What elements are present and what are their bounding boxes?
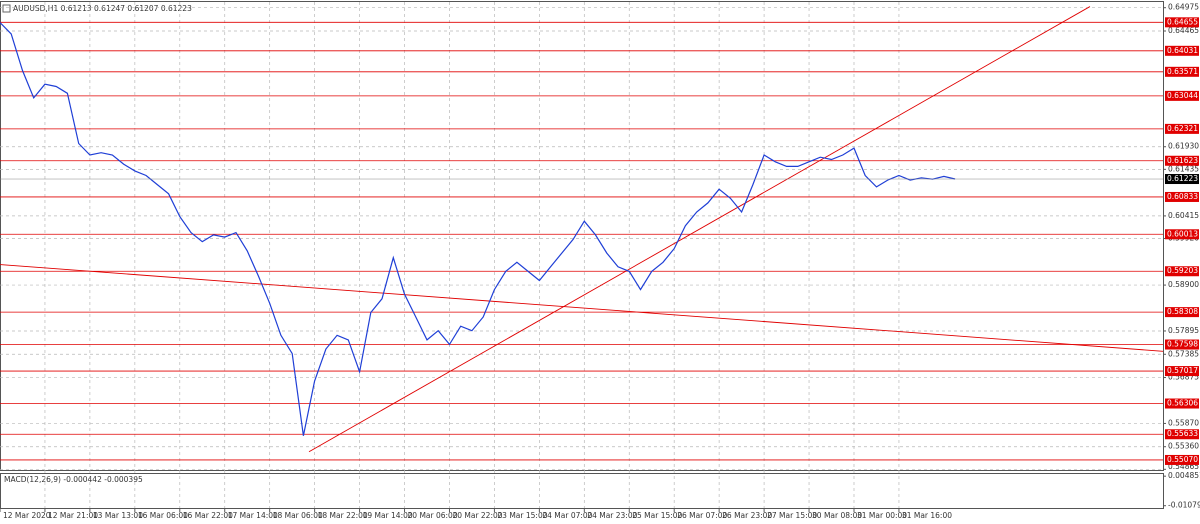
x-tick-label: 16 Mar 06:00 bbox=[138, 511, 188, 520]
level-label: 0.59203 bbox=[1167, 266, 1198, 275]
x-tick-label: 17 Mar 14:00 bbox=[228, 511, 278, 520]
x-tick-label: 12 Mar 21:00 bbox=[48, 511, 98, 520]
macd-value: -0.000442 bbox=[63, 475, 102, 484]
level-box bbox=[1165, 191, 1199, 202]
x-tick-label: 27 Mar 15:00 bbox=[767, 511, 817, 520]
level-box bbox=[1165, 366, 1199, 377]
x-tick-label: 20 Mar 22:00 bbox=[452, 511, 502, 520]
level-box bbox=[1165, 123, 1199, 134]
level-box bbox=[1165, 339, 1199, 350]
x-tick-label: 18 Mar 06:00 bbox=[273, 511, 323, 520]
level-label: 0.63044 bbox=[1167, 91, 1198, 100]
x-tick-label: 25 Mar 15:00 bbox=[632, 511, 682, 520]
level-label: 0.62321 bbox=[1167, 124, 1198, 133]
x-tick-label: 31 Mar 00:00 bbox=[857, 511, 907, 520]
level-label: 0.55633 bbox=[1167, 429, 1198, 438]
chart-header: AUDUSD,H1 0.61213 0.61247 0.61207 0.6122… bbox=[13, 4, 192, 13]
x-tick-label: 16 Mar 22:00 bbox=[183, 511, 233, 520]
level-box bbox=[1165, 429, 1199, 440]
x-tick-label: 24 Mar 07:00 bbox=[542, 511, 592, 520]
symbol-icon bbox=[2, 4, 11, 13]
level-label: 0.64031 bbox=[1167, 46, 1198, 55]
y-tick-label: 0.64465 bbox=[1168, 26, 1199, 35]
level-box bbox=[1165, 398, 1199, 409]
open: 0.61213 bbox=[61, 4, 92, 13]
level-label: 0.57598 bbox=[1167, 340, 1198, 349]
y-tick-label: 0.57895 bbox=[1168, 326, 1199, 335]
level-box bbox=[1165, 229, 1199, 240]
y-tick-label: 0.61930 bbox=[1168, 142, 1199, 151]
trendline bbox=[0, 264, 1164, 352]
level-box bbox=[1165, 307, 1199, 318]
level-label: 0.55070 bbox=[1167, 455, 1198, 464]
y-tick-label: 0.55360 bbox=[1168, 442, 1199, 451]
x-tick-label: 23 Mar 15:00 bbox=[497, 511, 547, 520]
level-label: 0.56306 bbox=[1167, 399, 1198, 408]
main-panel bbox=[0, 1, 1164, 471]
level-label: 0.57017 bbox=[1167, 366, 1198, 375]
y-tick-label: 0.61435 bbox=[1168, 164, 1199, 173]
macd-header: MACD(12,26,9) -0.000442 -0.000395 bbox=[4, 475, 143, 484]
y-tick-label: 0.56875 bbox=[1168, 373, 1199, 382]
macd-tick-label: 0.004851 bbox=[1168, 471, 1200, 480]
x-tick-label: 13 Mar 13:00 bbox=[93, 511, 143, 520]
macd-tick-label: -0.01079 bbox=[1168, 501, 1200, 510]
x-tick-label: 19 Mar 14:00 bbox=[363, 511, 413, 520]
y-tick-label: 0.55870 bbox=[1168, 418, 1199, 427]
macd-signal: -0.000395 bbox=[104, 475, 143, 484]
level-label: 0.58308 bbox=[1167, 307, 1198, 316]
x-tick-label: 31 Mar 16:00 bbox=[902, 511, 952, 520]
level-box bbox=[1165, 17, 1199, 28]
macd-name: MACD(12,26,9) bbox=[4, 475, 61, 484]
x-tick-label: 20 Mar 06:00 bbox=[408, 511, 458, 520]
level-box bbox=[1165, 90, 1199, 101]
x-tick-label: 30 Mar 08:00 bbox=[812, 511, 862, 520]
macd-panel bbox=[0, 473, 1164, 509]
last-price-label: 0.61223 bbox=[1167, 174, 1198, 183]
level-box bbox=[1165, 45, 1199, 56]
high: 0.61247 bbox=[94, 4, 125, 13]
x-tick-label: 26 Mar 23:00 bbox=[722, 511, 772, 520]
low: 0.61207 bbox=[127, 4, 158, 13]
y-tick-label: 0.64975 bbox=[1168, 3, 1199, 12]
x-tick-label: 12 Mar 2020 bbox=[3, 511, 51, 520]
level-label: 0.64655 bbox=[1167, 17, 1198, 26]
level-label: 0.61623 bbox=[1167, 156, 1198, 165]
y-tick-label: 0.57385 bbox=[1168, 349, 1199, 358]
level-box bbox=[1165, 66, 1199, 77]
level-box bbox=[1165, 266, 1199, 277]
level-label: 0.60833 bbox=[1167, 192, 1198, 201]
close: 0.61223 bbox=[161, 4, 192, 13]
y-tick-label: 0.54865 bbox=[1168, 462, 1199, 471]
x-tick-label: 18 Mar 22:00 bbox=[318, 511, 368, 520]
x-tick-label: 26 Mar 07:00 bbox=[677, 511, 727, 520]
level-label: 0.63571 bbox=[1167, 67, 1198, 76]
symbol: AUDUSD,H1 bbox=[13, 4, 58, 13]
trendline bbox=[308, 6, 1091, 453]
last-price-box bbox=[1165, 174, 1199, 185]
level-label: 0.60013 bbox=[1167, 229, 1198, 238]
y-tick-label: 0.60415 bbox=[1168, 211, 1199, 220]
level-box bbox=[1165, 454, 1199, 465]
x-tick-label: 24 Mar 23:00 bbox=[587, 511, 637, 520]
price-line bbox=[0, 22, 956, 436]
y-tick-label: 0.58900 bbox=[1168, 280, 1199, 289]
level-box bbox=[1165, 155, 1199, 166]
